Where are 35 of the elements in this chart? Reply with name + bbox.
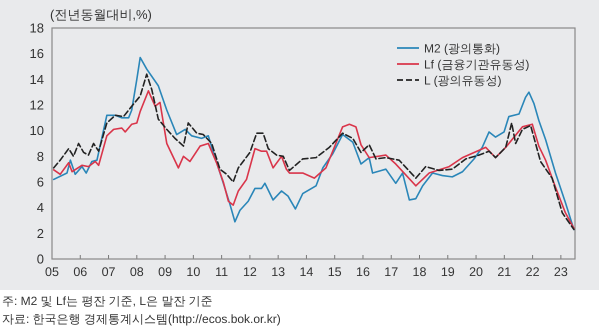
x-tick-label: 06 [73,265,88,279]
x-tick-label: 14 [299,265,314,279]
y-tick-label: 10 [30,123,44,138]
y-tick-label: 12 [30,98,44,112]
x-tick-label: 08 [130,265,144,279]
x-tick-label: 18 [412,265,427,279]
x-tick-label: 09 [158,265,172,279]
x-tick-label: 22 [526,265,540,279]
legend-label: L (광의유동성) [424,74,502,88]
x-tick-label: 11 [215,265,228,279]
y-tick-label: 18 [30,20,44,36]
legend-label: M2 (광의통화) [424,42,500,56]
x-tick-label: 10 [186,265,200,279]
x-tick-label: 12 [242,265,257,279]
x-tick-label: 15 [328,265,342,279]
y-tick-label: 8 [36,148,44,164]
y-tick-label: 0 [36,252,44,266]
y-axis-title: (전년동월대비,%) [50,7,152,22]
x-tick-label: 23 [554,265,568,279]
y-tick-label: 2 [36,226,44,241]
x-tick-label: 13 [271,265,286,279]
x-tick-label: 16 [356,265,370,279]
y-tick-label: 14 [30,72,44,87]
x-tick-label: 20 [469,265,484,279]
text: 자료: 한국은행 경제통계시스템(http://ecos.bok.or.kr) [2,312,281,326]
y-tick-label: 16 [30,46,44,62]
x-tick-label: 19 [440,265,455,279]
x-tick-label: 21 [497,265,512,279]
x-tick-label: 07 [102,265,116,279]
y-tick-label: 4 [36,200,44,216]
x-tick-label: 05 [45,265,59,279]
legend-label: Lf (금융기관유동성) [424,58,530,72]
text: 주: M2 및 Lf는 평잔 기준, L은 말잔 기준 [2,294,213,308]
y-tick-label: 6 [36,174,44,190]
x-tick-label: 17 [384,265,398,279]
